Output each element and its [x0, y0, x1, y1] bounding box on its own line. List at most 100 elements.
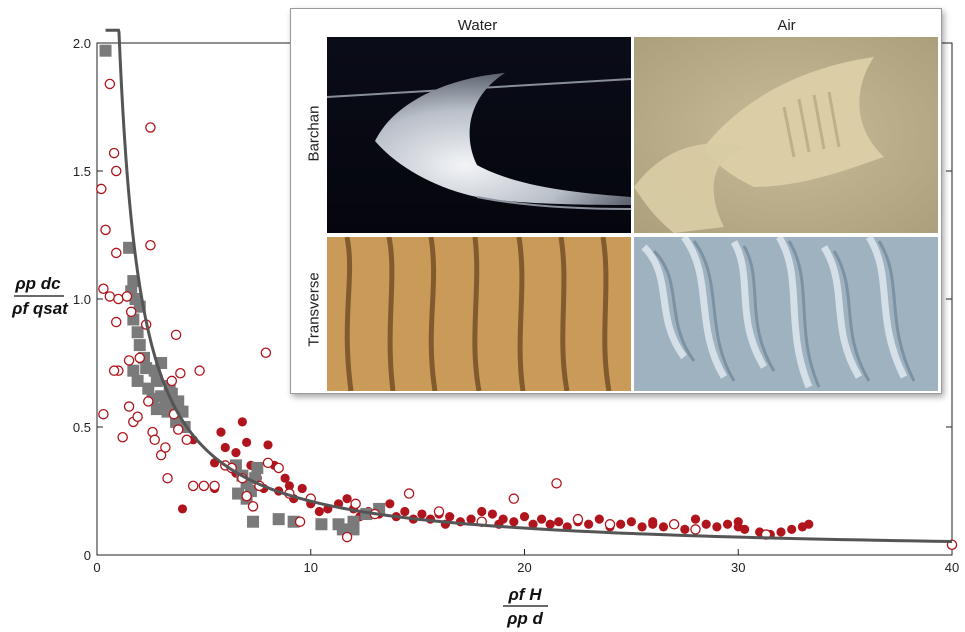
fit-curve	[105, 28, 953, 544]
open-circle-point	[241, 490, 252, 502]
square-point	[127, 313, 140, 326]
filled-circle-point	[554, 517, 564, 527]
open-circle-point	[145, 239, 156, 251]
filled-circle-point	[733, 517, 743, 527]
open-circle-point	[209, 480, 220, 492]
filled-circle-point	[400, 506, 410, 517]
filled-circle-point	[722, 519, 733, 529]
open-circle-point	[294, 516, 306, 527]
square-point	[127, 275, 140, 288]
open-circle-point	[181, 434, 193, 446]
photo-water-barchan	[327, 37, 631, 233]
y-axis-label-denominator: ρf qsat	[11, 299, 69, 318]
filled-circle-point	[545, 519, 555, 529]
filled-circle-point	[342, 494, 352, 504]
open-circle-point	[175, 367, 186, 379]
open-circle-point	[551, 478, 562, 489]
open-circle-point	[198, 480, 210, 492]
x-axis-label-denominator: ρp d	[506, 609, 543, 628]
open-circle-point	[98, 283, 109, 295]
filled-circle-point	[509, 517, 519, 527]
open-circle-point	[98, 408, 109, 420]
filled-circle-point	[594, 514, 604, 524]
open-circle-point	[262, 457, 274, 469]
open-circle-point	[341, 531, 353, 543]
open-circle-point	[149, 434, 160, 446]
filled-circle-point	[658, 522, 669, 532]
open-circle-point	[134, 352, 145, 364]
column-title-air: Air	[777, 17, 796, 34]
open-circle-point	[125, 306, 137, 318]
filled-circle-point	[477, 506, 487, 517]
open-circle-point	[121, 291, 133, 302]
filled-circle-point	[216, 427, 226, 437]
square-point	[272, 513, 285, 526]
open-circle-point	[123, 355, 135, 366]
y-tick-label: 0	[84, 548, 91, 563]
square-point	[172, 395, 185, 408]
filled-circle-point	[740, 524, 750, 535]
square-point	[247, 515, 260, 528]
photo-water-transverse	[327, 237, 631, 391]
square-point	[133, 339, 146, 352]
open-circle-point	[132, 411, 143, 423]
open-circle-point	[350, 498, 361, 510]
filled-circle-point	[690, 514, 701, 524]
y-tick-label: 0.5	[73, 420, 91, 435]
filled-circle-point	[680, 524, 690, 535]
filled-circle-point	[804, 519, 814, 529]
filled-circle-point	[231, 448, 241, 458]
open-circle-point	[160, 442, 171, 453]
square-point	[127, 364, 140, 377]
open-circle-point	[690, 524, 701, 535]
open-circle-point	[170, 329, 182, 341]
open-circle-point	[100, 224, 111, 236]
filled-circle-point	[297, 483, 307, 494]
open-circle-point	[187, 480, 199, 492]
filled-circle-point	[220, 442, 230, 453]
square-point	[99, 44, 112, 57]
row-title-barchan: Barchan	[305, 105, 323, 162]
open-circle-point	[604, 519, 616, 530]
y-axis-label: ρp dc ρf qsat	[11, 274, 69, 318]
row-title-transverse: Transverse	[305, 272, 323, 347]
filled-circle-point	[487, 509, 498, 519]
open-circle-point	[194, 365, 205, 376]
air-transverse-image	[634, 237, 938, 391]
open-circle-point	[108, 365, 120, 376]
x-axis-label: ρf H ρp d	[503, 585, 548, 628]
open-circle-point	[508, 493, 520, 504]
x-tick-label: 40	[945, 560, 959, 575]
filled-circle-point	[242, 437, 252, 447]
air-barchan-image	[634, 37, 938, 233]
open-circle-point	[403, 488, 415, 499]
water-barchan-image	[327, 37, 631, 233]
filled-circle-point	[519, 511, 530, 522]
filled-circle-point	[445, 511, 455, 522]
filled-circle-point	[385, 499, 395, 509]
filled-circle-point	[712, 522, 722, 532]
open-circle-point	[110, 247, 122, 259]
open-circle-point	[113, 293, 124, 305]
x-tick-label: 20	[517, 560, 531, 575]
open-circle-point	[104, 291, 116, 302]
x-tick-label: 0	[93, 560, 100, 575]
filled-circle-point	[787, 524, 797, 535]
filled-circle-point	[177, 504, 188, 514]
filled-circle-point	[284, 481, 294, 491]
dune-photo-inset: Water Air Barchan Transverse	[290, 8, 942, 394]
filled-circle-point	[280, 473, 290, 483]
square-point	[347, 523, 360, 536]
open-circle-point	[155, 449, 167, 461]
open-circle-point	[145, 122, 156, 133]
open-circle-point	[433, 506, 445, 517]
open-circle-point	[96, 183, 107, 195]
square-point	[131, 326, 144, 339]
filled-circle-point	[466, 514, 476, 524]
filled-circle-point	[776, 527, 786, 537]
open-circle-point	[110, 316, 122, 328]
open-circle-point	[108, 147, 120, 159]
x-tick-label: 30	[731, 560, 745, 575]
y-tick-label: 2.0	[73, 36, 91, 51]
